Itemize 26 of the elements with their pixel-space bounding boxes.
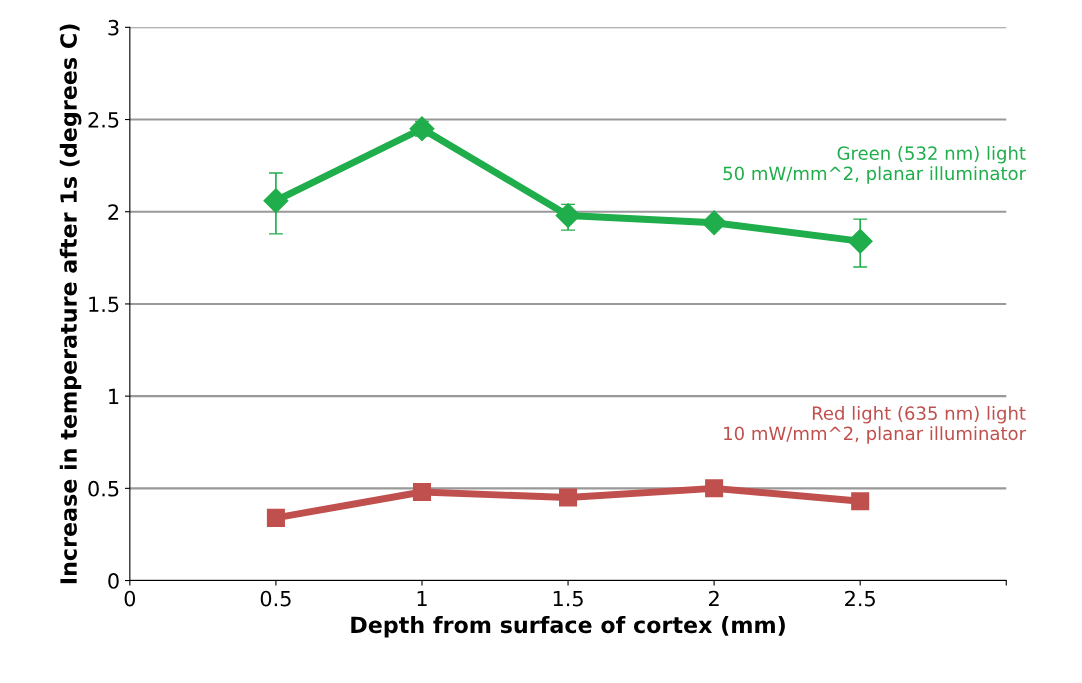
y-tick-label: 0.5 — [88, 480, 119, 497]
point — [266, 508, 285, 527]
y-axis-title: Increase in temperature after 1s (degrees C) — [59, 24, 82, 584]
x-tick-label: 0.5 — [260, 590, 291, 607]
point — [555, 202, 581, 228]
x-axis-title: Depth from surface of cortex (mm) — [351, 615, 785, 638]
y-tick-label: 2 — [108, 204, 119, 220]
y-tick-label: 1.5 — [89, 296, 119, 313]
y-tick-label: 3 — [108, 19, 119, 36]
point — [701, 210, 727, 236]
series-label: Green (532 nm) light 50 mW/mm^2, planar illuminator — [723, 146, 1027, 184]
x-tick-label: 2.5 — [845, 590, 875, 607]
point — [412, 483, 432, 502]
y-tick-label: 1 — [109, 388, 119, 405]
x-tick-label: 2 — [709, 590, 719, 607]
x-tick-label: 0 — [124, 590, 136, 607]
point — [705, 479, 724, 498]
y-tick-label: 2.5 — [88, 111, 119, 128]
point — [263, 188, 289, 214]
point — [851, 492, 870, 511]
point — [559, 488, 578, 507]
x-tick-label: 1 — [417, 590, 427, 607]
point — [847, 228, 873, 254]
y-tick-label: 0 — [108, 573, 119, 589]
x-tick-label: 1.5 — [553, 590, 583, 607]
text: Red light (635 nm) light 10 mW/mm^2, planar illuminator — [724, 406, 1027, 444]
